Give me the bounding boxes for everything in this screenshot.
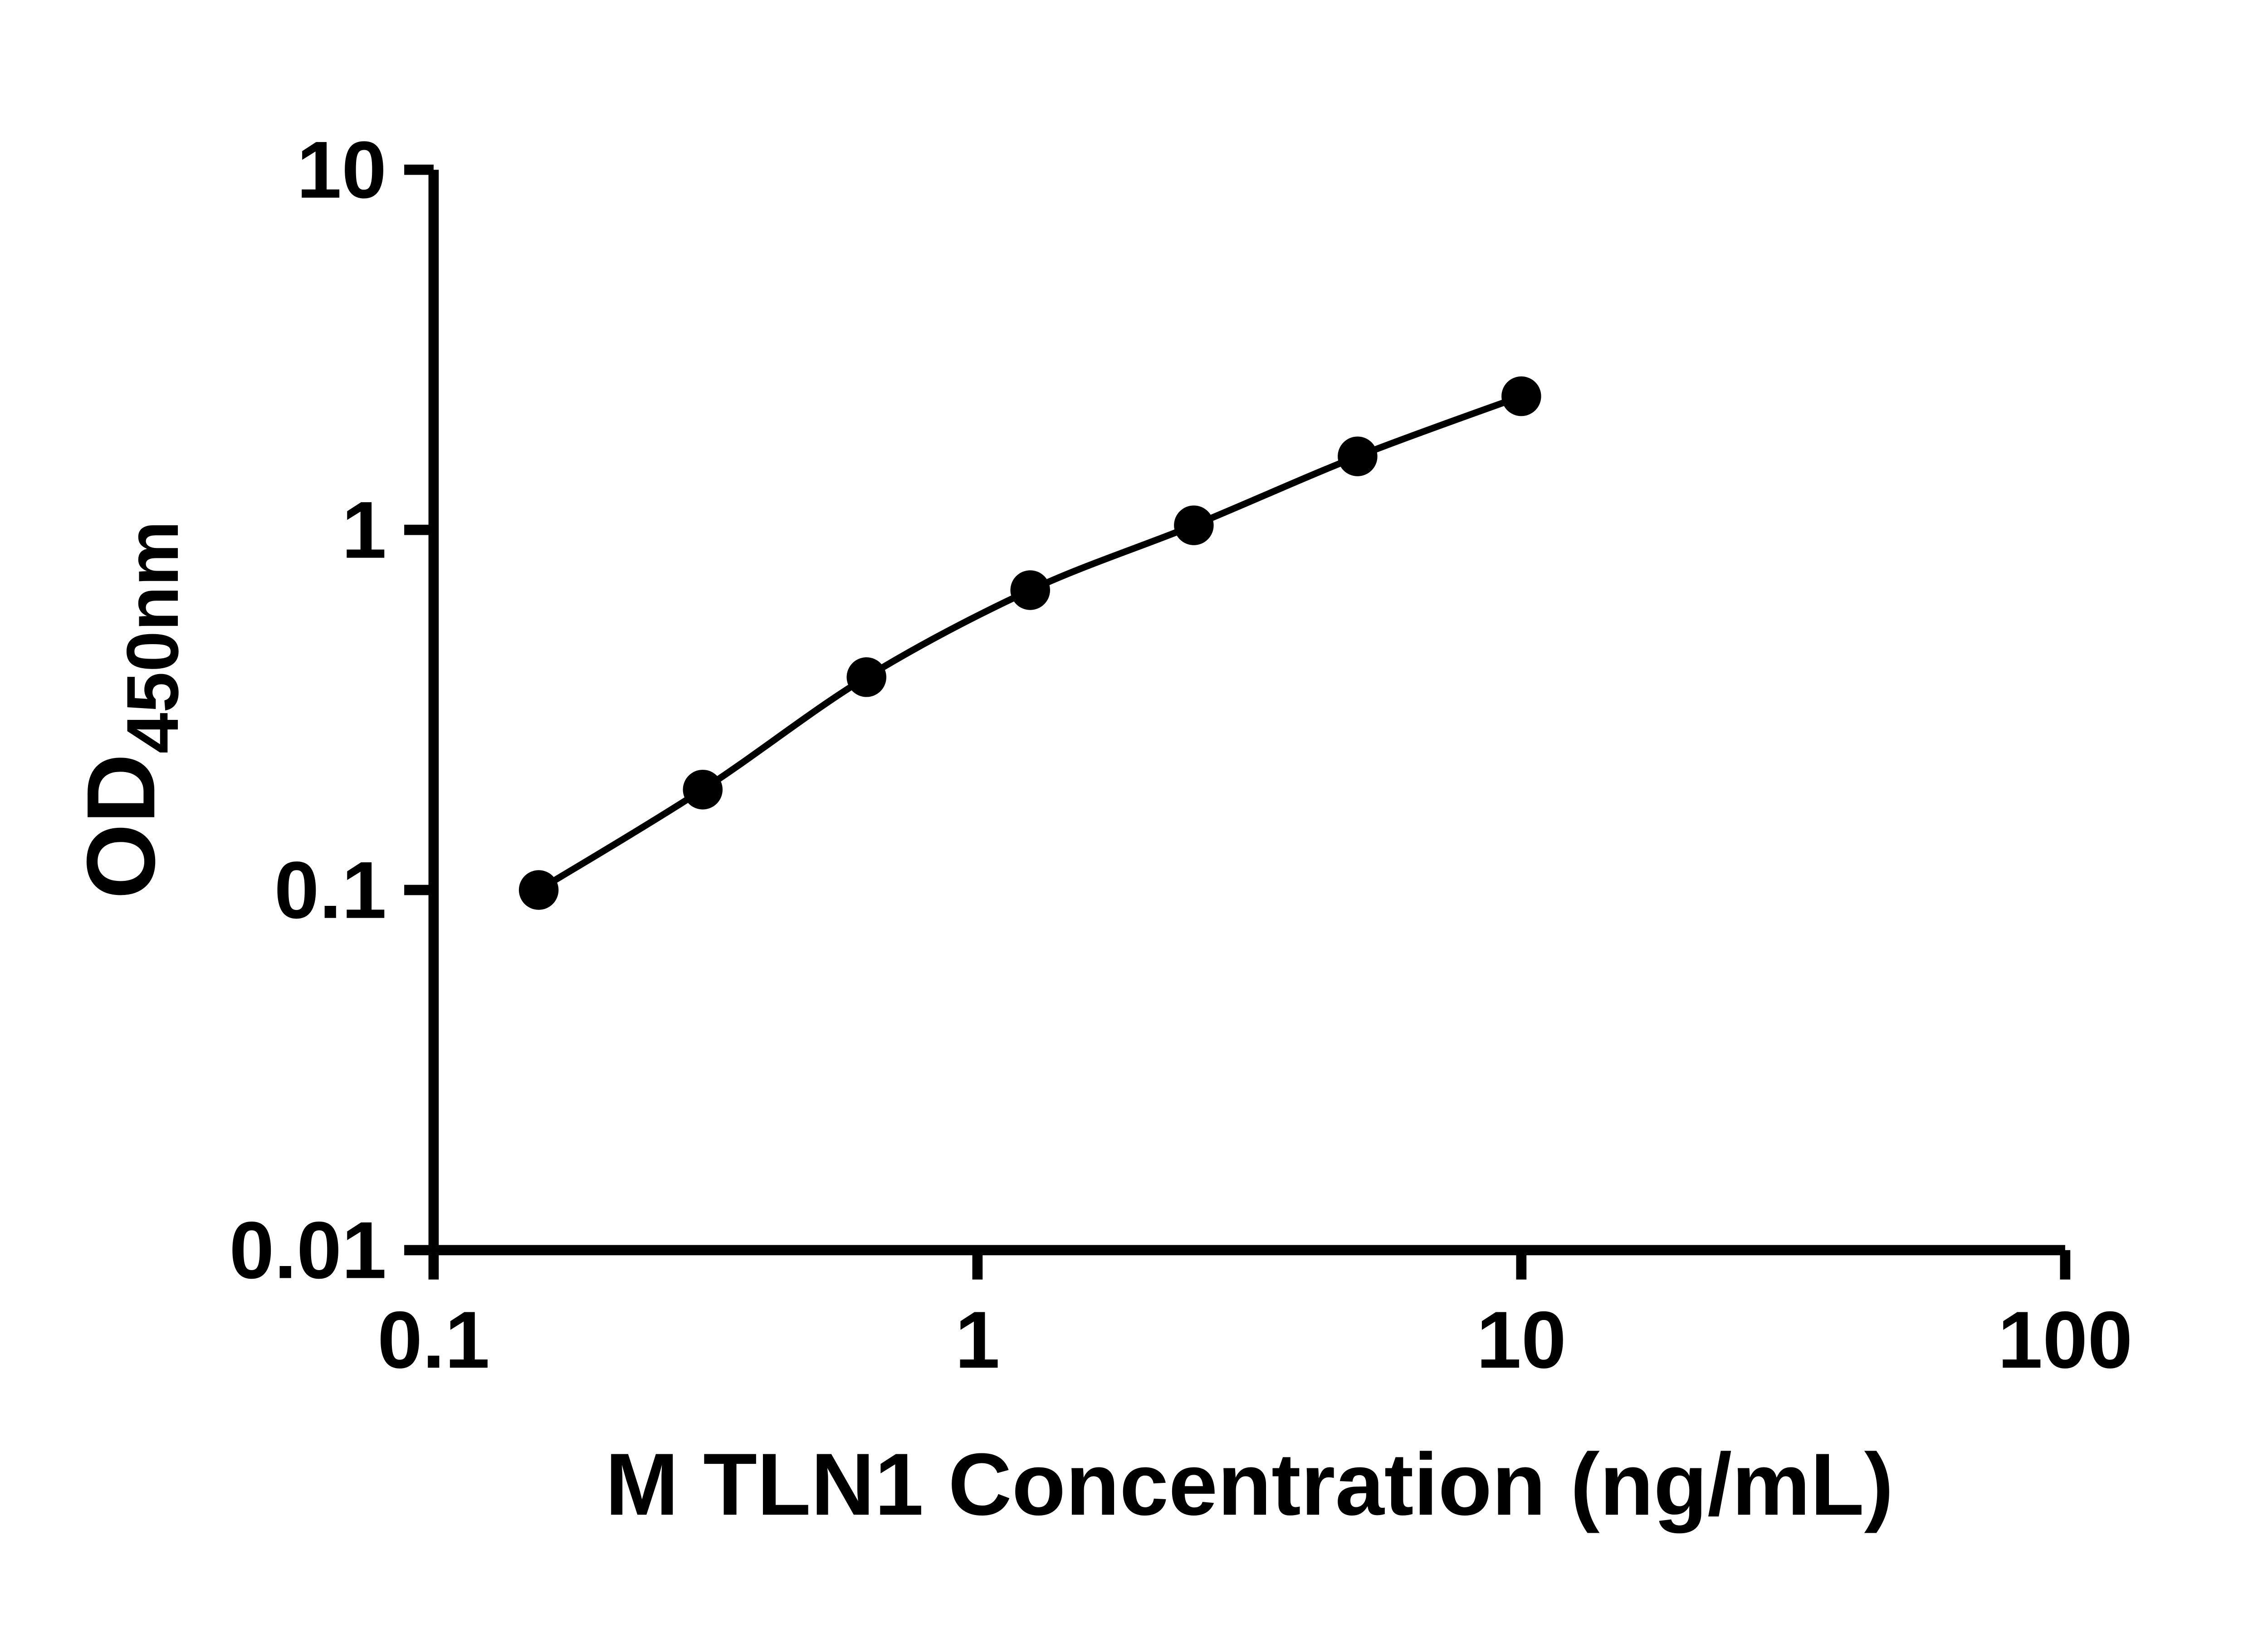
y-axis-title-subscript: 450nm (112, 521, 194, 753)
x-axis-tick-label: 0.1 (377, 1295, 490, 1385)
x-axis-title: M TLN1 Concentration (ng/mL) (605, 1435, 1893, 1534)
y-axis-tick-label: 1 (342, 485, 386, 575)
y-axis-tick-label: 0.1 (274, 845, 386, 935)
data-point (518, 870, 559, 910)
data-point (846, 657, 886, 697)
y-axis-title-base: OD (67, 753, 175, 899)
data-point (1338, 436, 1378, 476)
y-axis-tick-label: 10 (297, 125, 386, 215)
data-point (683, 769, 723, 810)
x-axis-tick-label: 1 (955, 1295, 1000, 1385)
y-axis-title: OD450nm (67, 521, 194, 899)
data-point (1010, 570, 1050, 610)
data-point (1174, 505, 1214, 545)
x-axis-tick-label: 10 (1476, 1295, 1566, 1385)
data-point (1501, 376, 1541, 416)
y-axis-tick-label: 0.01 (229, 1205, 386, 1295)
x-axis-tick-label: 100 (1998, 1295, 2132, 1385)
chart-background (0, 23, 2268, 1610)
